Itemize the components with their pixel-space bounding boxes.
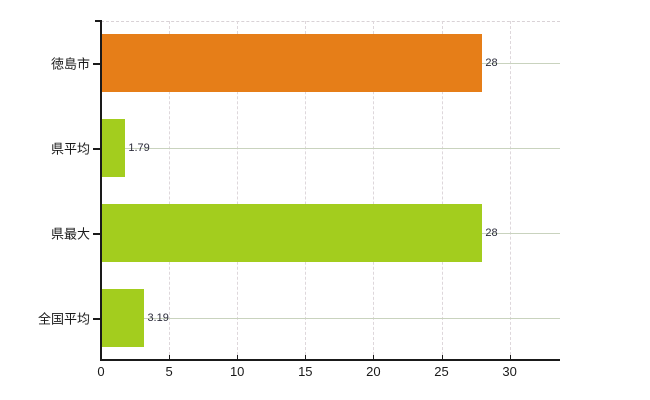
y-axis-tick [93, 232, 101, 235]
x-axis-tick [101, 355, 102, 361]
y-axis-line [100, 20, 102, 361]
x-axis-tick-label: 0 [97, 364, 105, 379]
y-axis-tick [93, 317, 101, 320]
category-label: 県最大 [50, 226, 90, 242]
x-axis-tick [373, 355, 375, 361]
x-axis-tick [237, 355, 239, 361]
bar [101, 119, 126, 178]
x-axis-tick [441, 355, 443, 361]
category-label: 県平均 [50, 141, 90, 157]
horizontal-gridline [101, 317, 560, 319]
bar-value-label: 28 [485, 226, 498, 239]
bar [101, 203, 483, 262]
x-axis-line [100, 359, 560, 361]
vertical-gridline [237, 21, 239, 360]
x-axis-tick [305, 355, 307, 361]
vertical-gridline [509, 21, 511, 360]
x-axis-tick-label: 20 [366, 364, 381, 379]
bar-value-label: 3.19 [147, 311, 169, 324]
vertical-gridline [305, 21, 307, 360]
bar [101, 288, 145, 347]
bar-value-label: 1.79 [128, 142, 150, 155]
bar-value-label: 28 [485, 57, 498, 70]
x-axis-tick-label: 10 [229, 364, 245, 379]
x-axis-tick-label: 15 [298, 364, 313, 379]
vertical-gridline [373, 21, 375, 360]
category-label: 全国平均 [37, 311, 90, 327]
horizontal-gridline [101, 148, 560, 150]
vertical-gridline [441, 21, 443, 360]
y-axis-tick [93, 63, 101, 66]
category-label: 徳島市 [50, 56, 90, 72]
x-axis-tick [169, 355, 171, 361]
plot-area: 28 1.79 28 3.19 [101, 21, 560, 360]
bar [101, 34, 483, 93]
x-axis-tick-label: 25 [434, 364, 449, 379]
y-axis-category-labels: 徳島市県平均県最大全国平均 [0, 0, 90, 400]
gridline-top [101, 21, 560, 22]
vertical-gridline [169, 21, 171, 360]
x-axis-tick-label: 5 [165, 364, 173, 379]
x-axis-tick [509, 355, 511, 361]
y-axis-top-cap [95, 20, 102, 22]
y-axis-tick [93, 148, 101, 151]
x-axis-tick-label: 30 [502, 364, 517, 379]
